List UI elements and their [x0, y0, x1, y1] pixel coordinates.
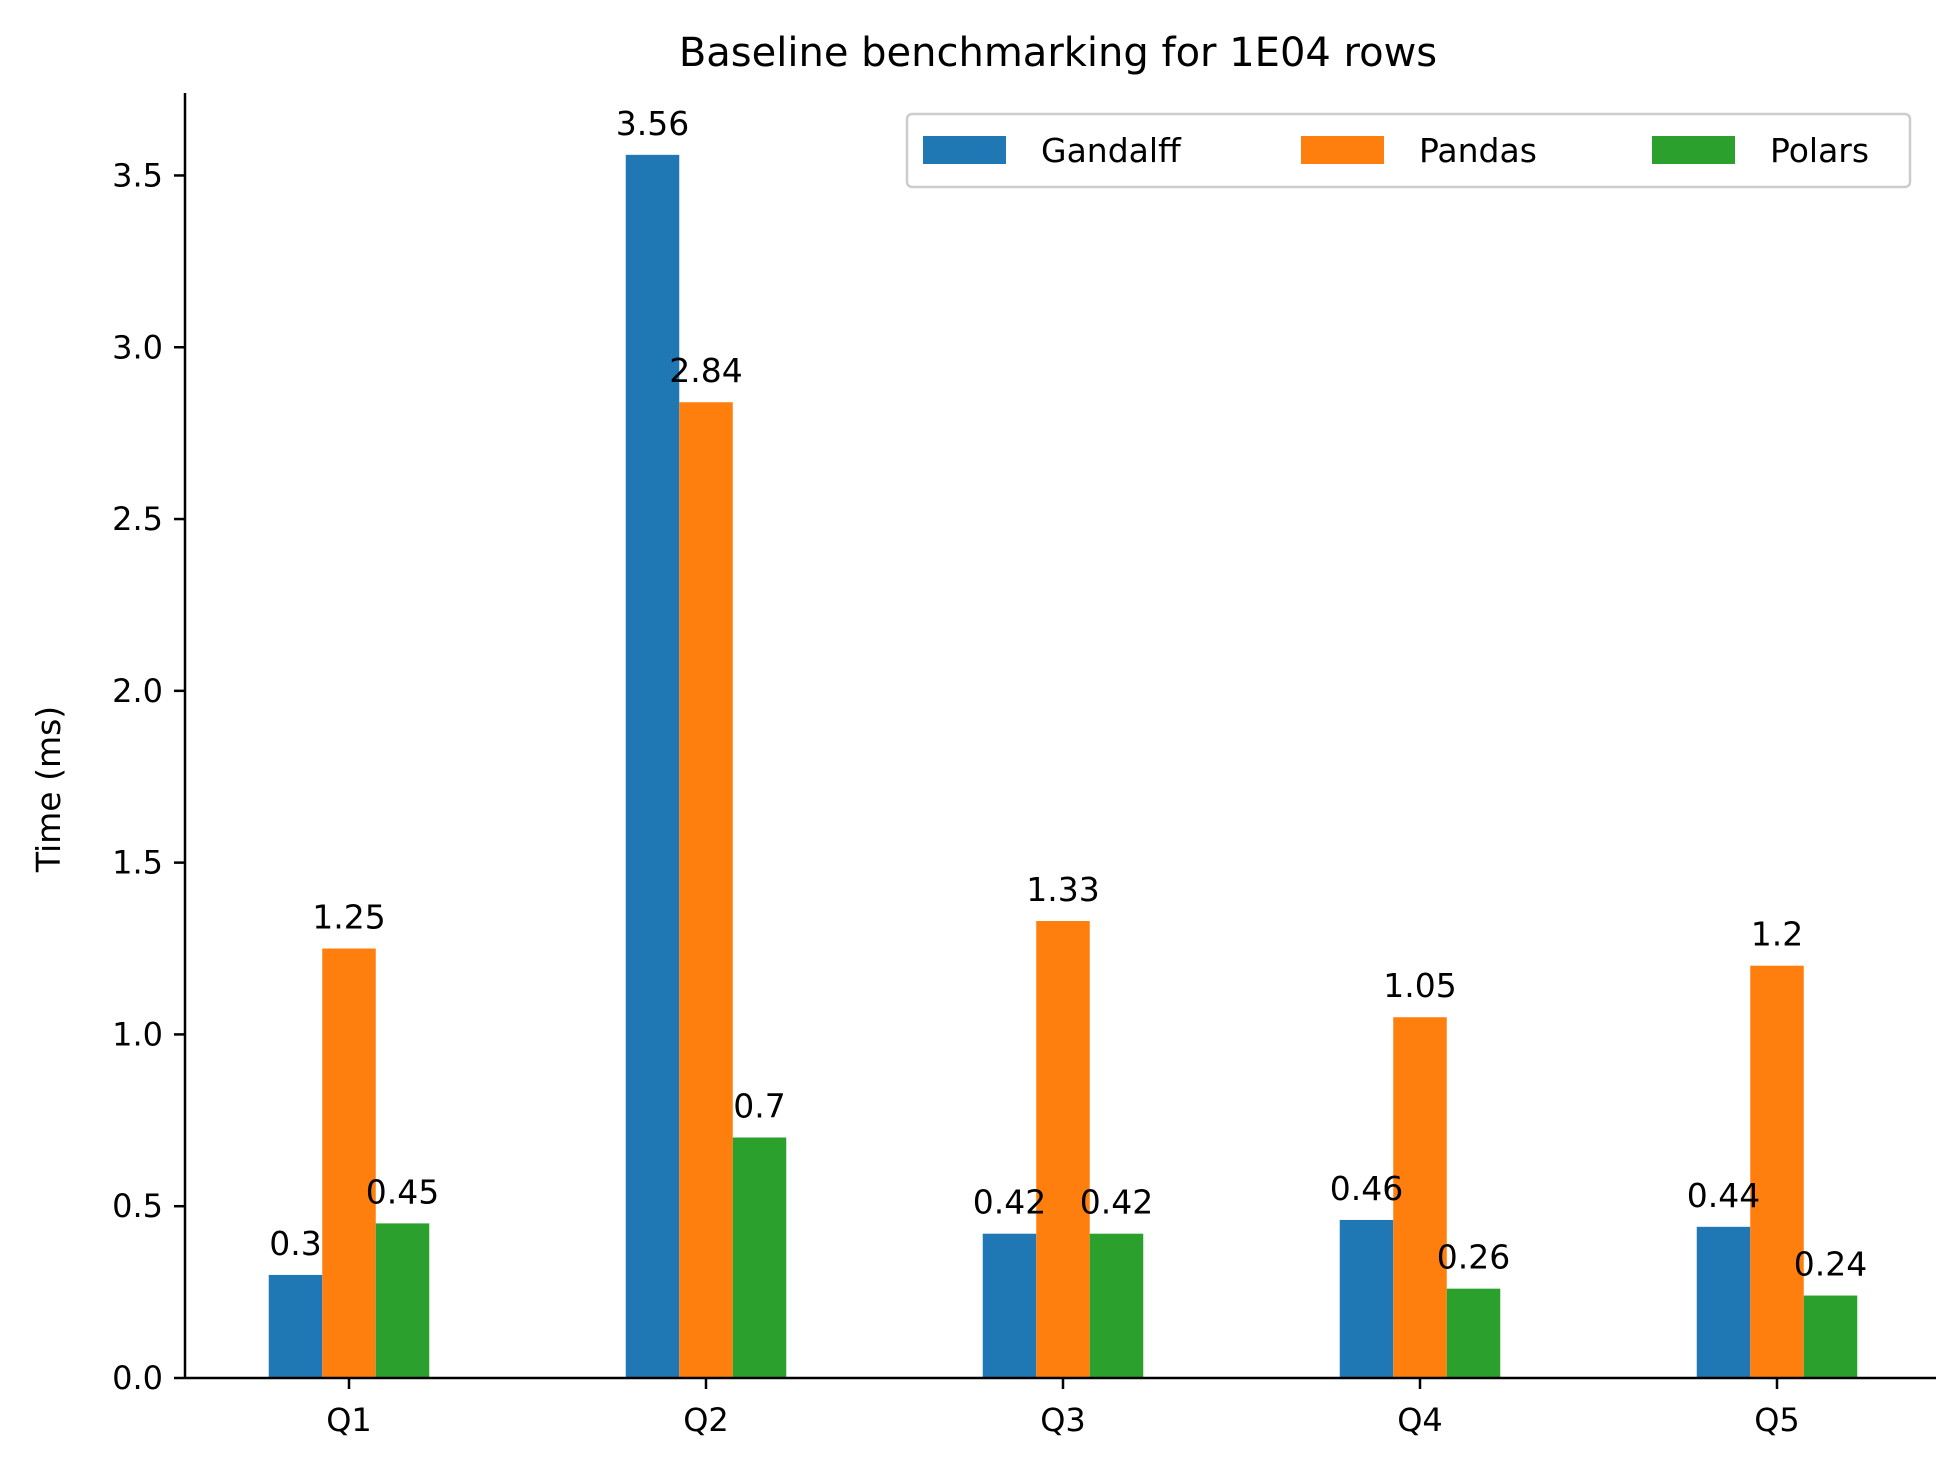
- legend-label-gandalff: Gandalff: [1041, 131, 1182, 170]
- data-label-gandalff-q4: 0.46: [1330, 1169, 1403, 1208]
- x-axis: Q1 Q2 Q3 Q4 Q5: [185, 1376, 1936, 1439]
- bar-pandas-q4: [1393, 1017, 1447, 1378]
- bar-pandas-q1: [322, 948, 376, 1378]
- data-label-pandas-q3: 1.33: [1026, 870, 1099, 909]
- bar-polars-q4: [1446, 1288, 1501, 1378]
- data-label-gandalff-q2: 3.56: [616, 104, 689, 143]
- legend-swatch-gandalff: [923, 136, 1006, 164]
- data-label-pandas-q2: 2.84: [669, 351, 742, 390]
- data-label-polars-q2: 0.7: [733, 1086, 785, 1125]
- y-tick-label: 1.0: [112, 1015, 163, 1053]
- bar-pandas-q5: [1750, 965, 1804, 1378]
- legend-label-pandas: Pandas: [1419, 131, 1537, 170]
- y-tick-label: 0.5: [112, 1187, 163, 1225]
- data-label-polars-q5: 0.24: [1794, 1245, 1867, 1284]
- y-axis-label: Time (ms): [29, 706, 68, 873]
- data-label-pandas-q1: 1.25: [312, 898, 385, 937]
- legend-swatch-pandas: [1301, 136, 1384, 164]
- y-tick-label: 0.0: [112, 1359, 163, 1397]
- data-label-pandas-q4: 1.05: [1383, 966, 1456, 1005]
- bar-gandalff-q2: [625, 154, 680, 1378]
- bars-group: [268, 154, 1858, 1378]
- y-tick-label: 2.0: [112, 672, 163, 710]
- chart-title: Baseline benchmarking for 1E04 rows: [679, 30, 1437, 76]
- data-label-pandas-q5: 1.2: [1751, 915, 1803, 954]
- bar-gandalff-q3: [982, 1233, 1037, 1378]
- x-tick-label-q4: Q4: [1397, 1401, 1443, 1439]
- bar-pandas-q2: [679, 402, 733, 1378]
- legend: Gandalff Pandas Polars: [905, 112, 1912, 189]
- bar-polars-q1: [375, 1223, 430, 1378]
- bar-polars-q3: [1089, 1233, 1144, 1378]
- bar-gandalff-q1: [268, 1274, 323, 1378]
- y-axis: 0.0 0.5 1.0 1.5 2.0 2.5 3.0 3.5: [112, 93, 187, 1397]
- data-label-polars-q4: 0.26: [1437, 1238, 1510, 1277]
- y-tick-label: 3.5: [112, 156, 163, 194]
- data-label-gandalff-q5: 0.44: [1687, 1176, 1760, 1215]
- y-tick-label: 3.0: [112, 328, 163, 366]
- legend-frame: [905, 112, 1912, 189]
- y-tick-label: 1.5: [112, 844, 163, 882]
- data-label-gandalff-q1: 0.3: [269, 1224, 321, 1263]
- data-labels-group: 0.3 3.56 0.42 0.46 0.44 1.25 2.84 1.33 1.05 1.2 0.…: [269, 104, 1867, 1284]
- bar-polars-q2: [732, 1137, 787, 1378]
- x-tick-label-q3: Q3: [1040, 1401, 1086, 1439]
- x-tick-label-q1: Q1: [326, 1401, 372, 1439]
- bar-pandas-q3: [1036, 921, 1090, 1378]
- legend-label-polars: Polars: [1770, 131, 1869, 170]
- bar-gandalff-q4: [1339, 1219, 1394, 1378]
- x-tick-label-q5: Q5: [1754, 1401, 1800, 1439]
- data-label-polars-q3: 0.42: [1080, 1183, 1153, 1222]
- bar-polars-q5: [1803, 1295, 1858, 1378]
- bar-gandalff-q5: [1696, 1226, 1751, 1378]
- data-label-polars-q1: 0.45: [366, 1172, 439, 1211]
- y-tick-label: 2.5: [112, 500, 163, 538]
- legend-swatch-polars: [1652, 136, 1735, 164]
- data-label-gandalff-q3: 0.42: [973, 1183, 1046, 1222]
- x-tick-label-q2: Q2: [683, 1401, 729, 1439]
